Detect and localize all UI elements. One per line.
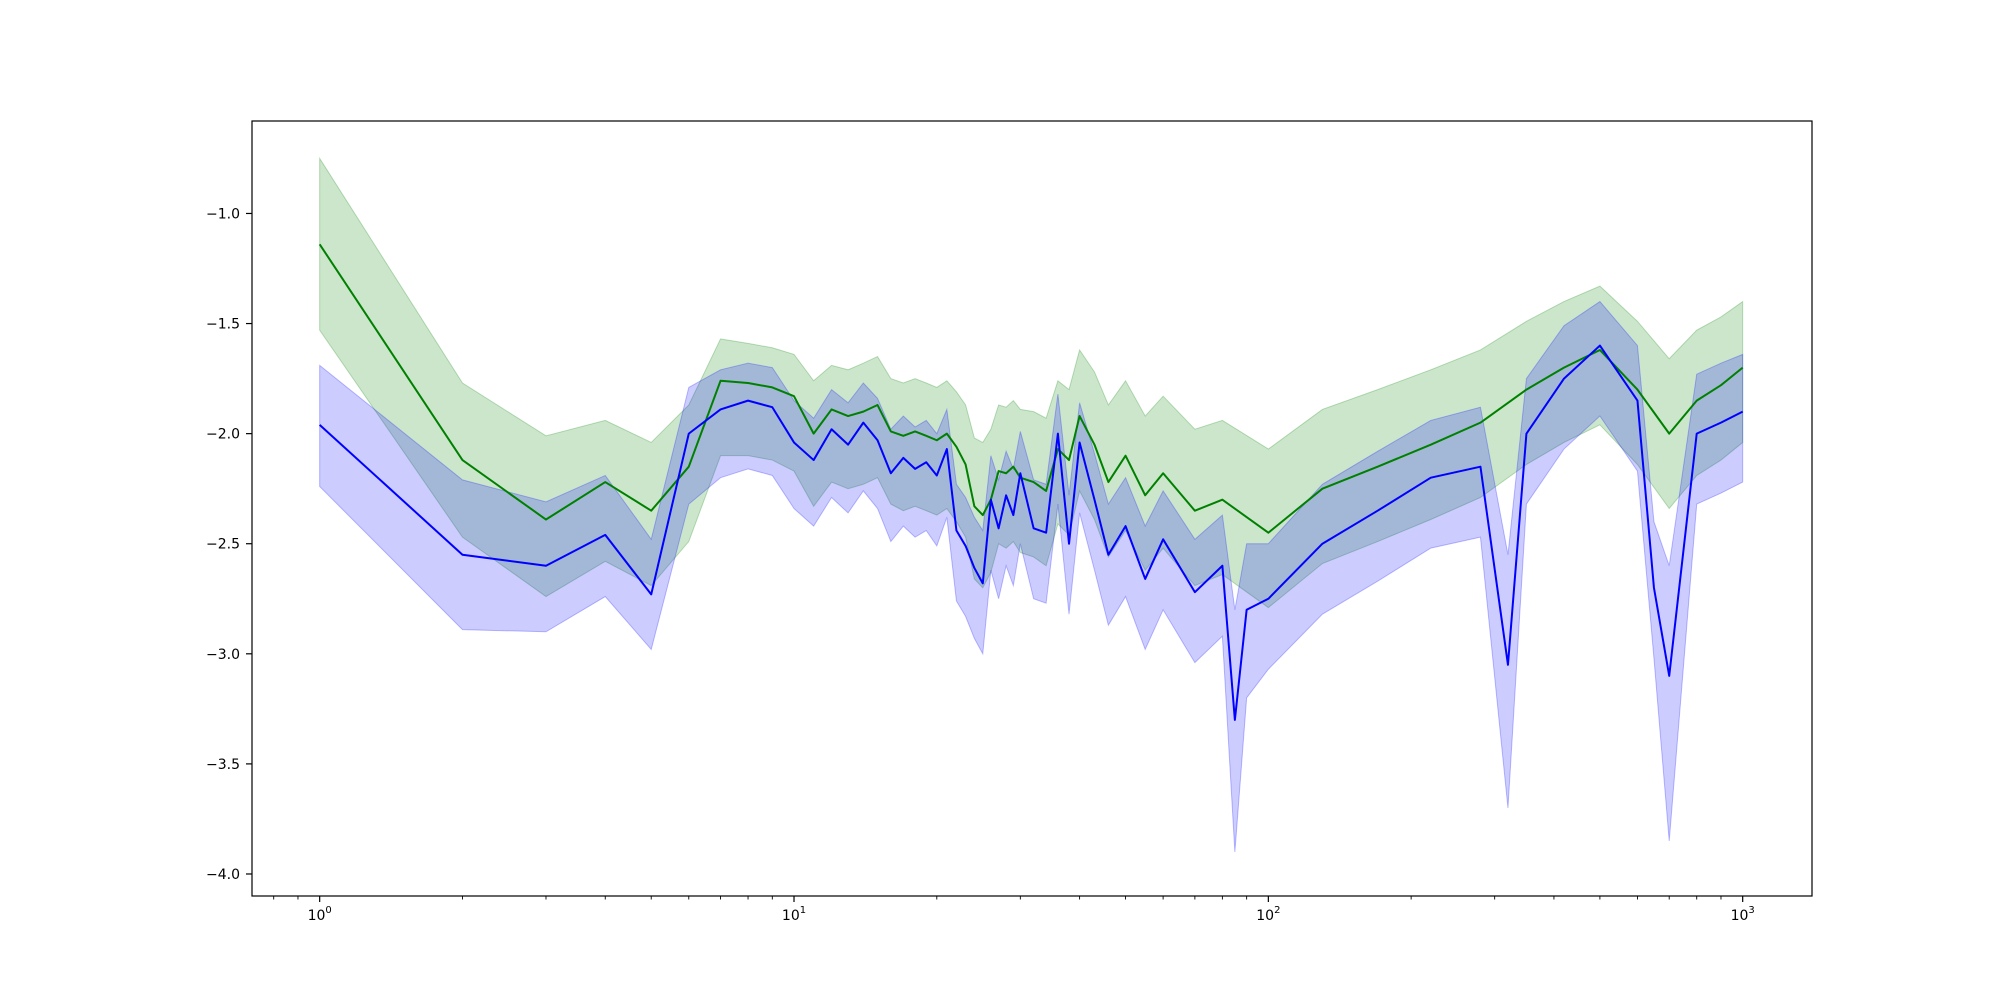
y-tick-label: −3.0 (206, 647, 240, 663)
confidence-band-2 (319, 300, 1744, 853)
x-tick-label: 100 (308, 905, 332, 924)
x-tick-label: 103 (1731, 905, 1755, 924)
y-tick-label: −1.0 (206, 206, 240, 222)
series-line-2 (318, 344, 1744, 721)
x-axis: 100 101 102 103 (273, 896, 1755, 924)
x-tick-label: 102 (1256, 905, 1280, 924)
y-axis: −1.0 −1.5 −2.0 −2.5 −3.0 −3.5 −4.0 (206, 206, 252, 883)
y-tick-label: −2.0 (206, 427, 240, 443)
y-tick-label: −4.0 (206, 867, 240, 883)
series-lines (318, 243, 1744, 721)
x-tick-label: 101 (782, 905, 806, 924)
confidence-bands (319, 156, 1744, 853)
series-line-1 (318, 243, 1744, 534)
confidence-band-1 (319, 156, 1744, 609)
y-tick-label: −2.5 (206, 537, 240, 553)
plot-frame (251, 120, 1813, 897)
y-tick-label: −1.5 (206, 317, 240, 333)
y-tick-label: −3.5 (206, 757, 240, 773)
